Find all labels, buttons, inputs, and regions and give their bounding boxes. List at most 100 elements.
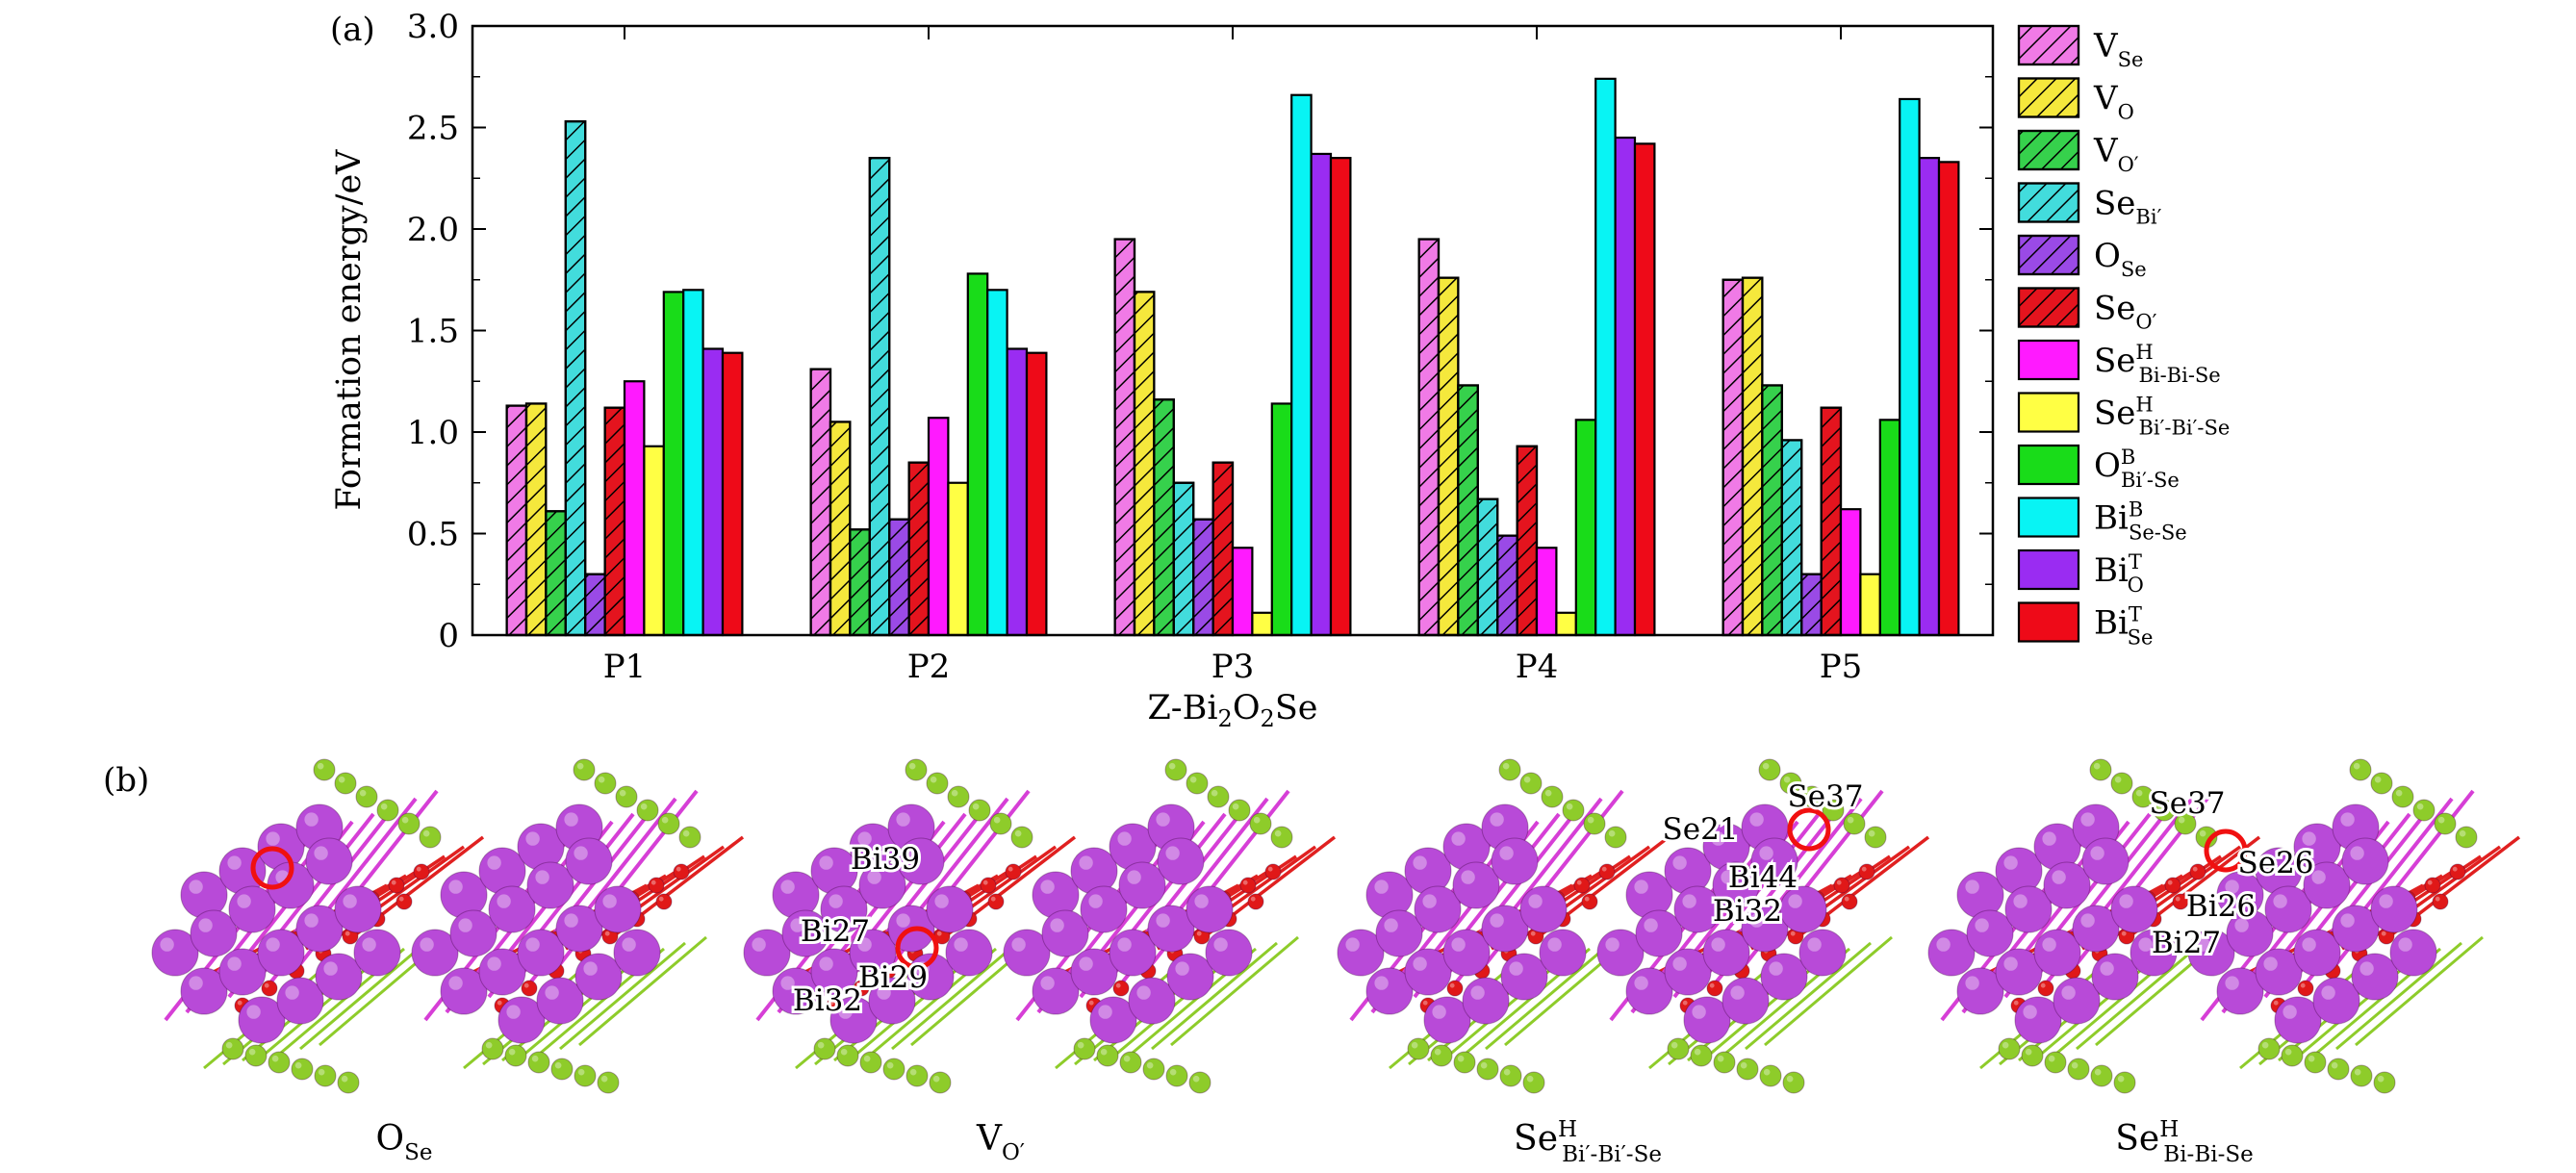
legend-label: SeH Bi-Bi-Se [2094,341,2221,387]
se-atom [1519,772,1543,795]
o-atom [980,877,997,894]
bar-p4-s11 [1614,136,1637,637]
o-atom [987,893,1005,910]
atom-highlight [248,1048,256,1056]
se-atom [1142,1058,1165,1081]
se-atom [1407,1037,1430,1060]
se-atom [1186,772,1209,795]
o-atom [395,893,413,910]
atom-highlight [343,894,357,908]
atom-highlight [2003,956,2018,971]
atom-highlight [318,1068,325,1076]
atom-highlight [840,1048,848,1056]
se-atom [1998,1037,2021,1060]
bars-layer [505,77,1960,637]
atom-highlight [682,829,690,837]
atom-highlight [294,1061,302,1069]
se-atom [268,1051,291,1074]
bi-atom [945,929,993,977]
se-bond [1170,935,1299,1047]
atom-highlight [2138,937,2153,952]
bi-atom [449,909,497,957]
se-atom [615,785,638,808]
bi-atom [526,861,574,909]
atom-highlight [1844,896,1849,902]
atom-highlight [600,1075,608,1083]
bi-atom [810,948,858,996]
bar-p2-s5-hatch [888,518,910,637]
se-atom [1758,758,1781,781]
atom-highlight [1422,1000,1428,1006]
atom-highlight [401,816,409,824]
atom-highlight [1509,961,1523,976]
bi-atom [305,837,353,885]
se-atom [2349,758,2372,781]
atom-highlight [545,985,559,1000]
bar-p4-s12 [1633,142,1656,637]
legend: VSe VO VO′ SeBi′ OSe SeO′ SeH Bi-Bi-Se SeH Bi′-Bi… [2017,24,2230,650]
atom-highlight [1601,866,1607,872]
atom-highlight [2302,831,2316,846]
atom-highlight [1040,880,1055,894]
atom-label: Bi29 [858,960,928,995]
se-atom [481,1037,504,1060]
bi-atom [743,929,791,977]
atom-highlight [1682,1000,1688,1006]
se-atom [1541,785,1564,808]
atom-highlight [1413,855,1427,870]
atom-highlight [2080,812,2095,827]
bi-atom [151,929,199,977]
atom-highlight [2459,829,2466,837]
atom-highlight [1457,1055,1465,1062]
atom-highlight [525,831,540,846]
bar-p4-s8 [1555,611,1577,637]
bi-atom [1750,837,1798,885]
atom-highlight [1711,831,1725,846]
atom-highlight [1528,894,1543,908]
o-atom [261,980,278,997]
atom-highlight [508,1048,516,1056]
atom-highlight [909,1068,917,1076]
o-atom [1247,893,1264,910]
bi-atom [334,885,382,933]
se-atom [1499,1064,1522,1087]
se-atom [1476,1058,1499,1081]
bar-p5-s8 [1859,573,1881,637]
atom-highlight [189,976,203,990]
atom-highlight [1544,789,1552,797]
atom-highlight [304,812,319,827]
legend-item-12: BiT Se [2017,601,2153,650]
bar-p5-s4-hatch [1780,439,1803,637]
atom-highlight [576,762,584,770]
bi-atom [497,996,546,1044]
bar-p5-s9 [1878,419,1901,637]
bi-atom [2351,953,2399,1001]
se-atom [1164,758,1187,781]
atom-highlight [1007,866,1013,872]
se-atom [678,826,701,849]
atom-highlight [2100,961,2114,976]
bi-atom [2389,929,2437,977]
atom-highlight [1807,937,1822,952]
atom-highlight [227,956,242,971]
atom-highlight [2013,894,2028,908]
se-atom [376,799,399,822]
bar-p3-s9 [1270,402,1293,637]
se-atom [1430,1044,1453,1067]
atom-highlight [2225,880,2239,894]
se-atom [2281,1044,2304,1067]
atom-highlight [1014,829,1022,837]
atom-highlight [285,985,299,1000]
se-atom [2412,799,2436,822]
atom-highlight [2340,913,2355,928]
atom-highlight [2080,913,2095,928]
atom-highlight [658,896,664,902]
atom-highlight [304,913,319,928]
legend-item-8: SeH Bi′-Bi′-Se [2017,392,2230,440]
legend-label: BiT O [2094,550,2144,597]
atom-highlight [1526,1075,1534,1083]
atom-highlight [448,880,463,894]
atom-highlight [1168,762,1176,770]
bi-atom [2110,885,2158,933]
